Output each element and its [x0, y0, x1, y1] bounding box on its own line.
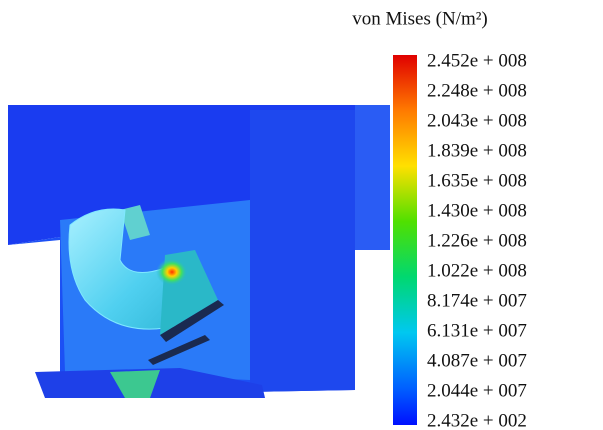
- colorbar-label: 4.087e + 007: [427, 350, 527, 371]
- colorbar-label: 1.635e + 008: [427, 170, 527, 191]
- colorbar-label: 1.226e + 008: [427, 230, 527, 251]
- colorbar-label: 2.452e + 008: [427, 50, 527, 71]
- colorbar-label: 1.022e + 008: [427, 260, 527, 281]
- colorbar-label: 2.044e + 007: [427, 380, 527, 401]
- colorbar-label: 2.043e + 008: [427, 110, 527, 131]
- colorbar-label: 1.430e + 008: [427, 200, 527, 221]
- colorbar-label: 8.174e + 007: [427, 290, 527, 311]
- model: [8, 105, 390, 398]
- colorbar-label: 6.131e + 007: [427, 320, 527, 341]
- colorbar: [393, 55, 417, 425]
- colorbar-label: 2.248e + 008: [427, 80, 527, 101]
- legend-title: von Mises (N/m²): [352, 8, 488, 29]
- colorbar-label: 1.839e + 008: [427, 140, 527, 161]
- colorbar-label: 2.432e + 002: [427, 410, 527, 430]
